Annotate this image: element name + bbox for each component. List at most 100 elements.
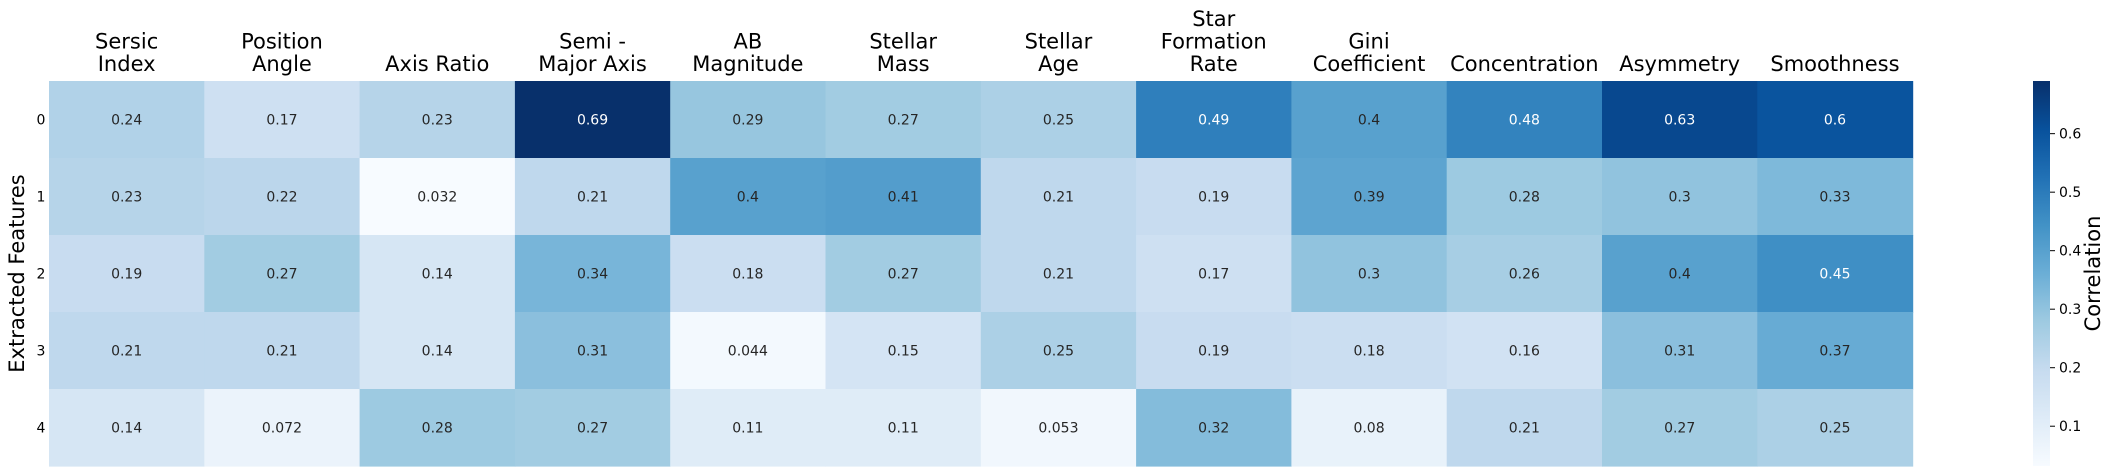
heatmap-cell	[825, 389, 982, 467]
cell-annotation: 0.31	[577, 344, 608, 360]
column-label: Smoothness	[1770, 52, 1899, 76]
heatmap-cell	[825, 81, 982, 159]
cell-annotation: 0.23	[111, 190, 142, 206]
cell-annotation: 0.45	[1819, 267, 1850, 283]
cell-annotation: 0.16	[1509, 344, 1540, 360]
heatmap-cell	[204, 312, 361, 390]
cell-annotation: 0.28	[422, 421, 453, 437]
heatmap-cell	[1446, 312, 1603, 390]
heatmap-cell	[204, 81, 361, 159]
heatmap-cell	[825, 312, 982, 390]
heatmap-cell	[514, 81, 671, 159]
cell-annotation: 0.3	[1358, 267, 1380, 283]
heatmap-cell	[1446, 158, 1603, 236]
cell-annotation: 0.29	[732, 113, 763, 129]
cell-annotation: 0.19	[1198, 190, 1229, 206]
heatmap-cell	[1136, 158, 1292, 236]
heatmap-cell	[1291, 389, 1448, 467]
heatmap-cell	[49, 158, 205, 236]
heatmap-cell	[1757, 389, 1914, 467]
column-label: Stellar Age	[1025, 30, 1093, 77]
cell-annotation: 0.25	[1819, 421, 1850, 437]
column-label: AB Magnitude	[692, 30, 803, 77]
heatmap-cells	[49, 81, 1914, 467]
row-label: 1	[37, 190, 46, 206]
cell-annotation: 0.14	[422, 344, 453, 360]
heatmap-cell	[1446, 81, 1603, 159]
heatmap-cell	[1136, 81, 1292, 159]
cell-annotation: 0.25	[1043, 344, 1074, 360]
cell-annotation: 0.17	[266, 113, 297, 129]
cell-annotation: 0.25	[1043, 113, 1074, 129]
cell-annotation: 0.072	[262, 421, 302, 437]
heatmap-cell	[1291, 158, 1448, 236]
cell-annotation: 0.11	[732, 421, 763, 437]
colorbar-tick-label: 0.5	[2059, 185, 2081, 201]
heatmap-cell	[1602, 158, 1758, 236]
heatmap-cell	[49, 389, 205, 467]
cell-annotation: 0.044	[728, 344, 768, 360]
column-label: Axis Ratio	[385, 52, 489, 76]
column-label: Star Formation Rate	[1161, 7, 1267, 76]
heatmap-cell	[204, 235, 361, 313]
heatmap-cell	[1757, 158, 1914, 236]
heatmap-cell	[514, 158, 671, 236]
cell-annotation: 0.34	[577, 267, 608, 283]
heatmap-cell	[670, 389, 827, 467]
cell-annotation: 0.22	[266, 190, 297, 206]
heatmap-cell	[359, 81, 516, 159]
heatmap-cell	[1757, 312, 1914, 390]
heatmap-cell	[980, 389, 1137, 467]
column-label: Semi -Major Axis	[538, 30, 647, 77]
cell-annotation: 0.33	[1819, 190, 1850, 206]
heatmap-cell	[980, 158, 1137, 236]
heatmap-cell	[670, 235, 827, 313]
cell-annotation: 0.21	[111, 344, 142, 360]
cell-annotation: 0.4	[1358, 113, 1380, 129]
cell-annotation: 0.27	[888, 267, 919, 283]
heatmap-cell	[204, 158, 361, 236]
heatmap-cell	[1136, 312, 1292, 390]
cell-annotation: 0.11	[888, 421, 919, 437]
cell-annotation: 0.19	[111, 267, 142, 283]
cell-annotations: 0.24 0.17 0.23 0.69 0.29 0.27 0.25 0.49 0.4 0.48 0…	[111, 113, 1850, 437]
heatmap-cell	[670, 158, 827, 236]
cell-annotation: 0.28	[1509, 190, 1540, 206]
heatmap-cell	[1602, 235, 1758, 313]
cell-annotation: 0.48	[1509, 113, 1540, 129]
heatmap-cell	[1757, 235, 1914, 313]
cell-annotation: 0.18	[1353, 344, 1384, 360]
cell-annotation: 0.18	[732, 267, 763, 283]
heatmap-cell	[49, 81, 205, 159]
column-label: Sersic Index	[95, 30, 158, 77]
heatmap-cell	[980, 312, 1137, 390]
heatmap-cell	[359, 312, 516, 390]
cell-annotation: 0.4	[1669, 267, 1691, 283]
cell-annotation: 0.41	[888, 190, 919, 206]
column-label: Asymmetry	[1619, 52, 1740, 76]
cell-annotation: 0.4	[737, 190, 759, 206]
heatmap-cell	[1136, 235, 1292, 313]
cell-annotation: 0.63	[1664, 113, 1695, 129]
y-axis-label: Extracted Features	[5, 174, 29, 372]
cell-annotation: 0.21	[1043, 190, 1074, 206]
row-label: 0	[37, 113, 46, 129]
cell-annotation: 0.39	[1353, 190, 1384, 206]
heatmap-cell	[359, 158, 516, 236]
cell-annotation: 0.053	[1038, 421, 1078, 437]
heatmap-cell	[359, 389, 516, 467]
cell-annotation: 0.14	[111, 421, 142, 437]
heatmap-cell	[204, 389, 361, 467]
cell-annotation: 0.27	[266, 267, 297, 283]
colorbar-tick-label: 0.2	[2059, 361, 2081, 377]
colorbar-gradient	[2033, 81, 2050, 466]
cell-annotation: 0.23	[422, 113, 453, 129]
cell-annotation: 0.26	[1509, 267, 1540, 283]
cell-annotation: 0.37	[1819, 344, 1850, 360]
cell-annotation: 0.49	[1198, 113, 1229, 129]
heatmap-cell	[49, 235, 205, 313]
cell-annotation: 0.31	[1664, 344, 1695, 360]
cell-annotation: 0.27	[577, 421, 608, 437]
heatmap-cell	[514, 389, 671, 467]
